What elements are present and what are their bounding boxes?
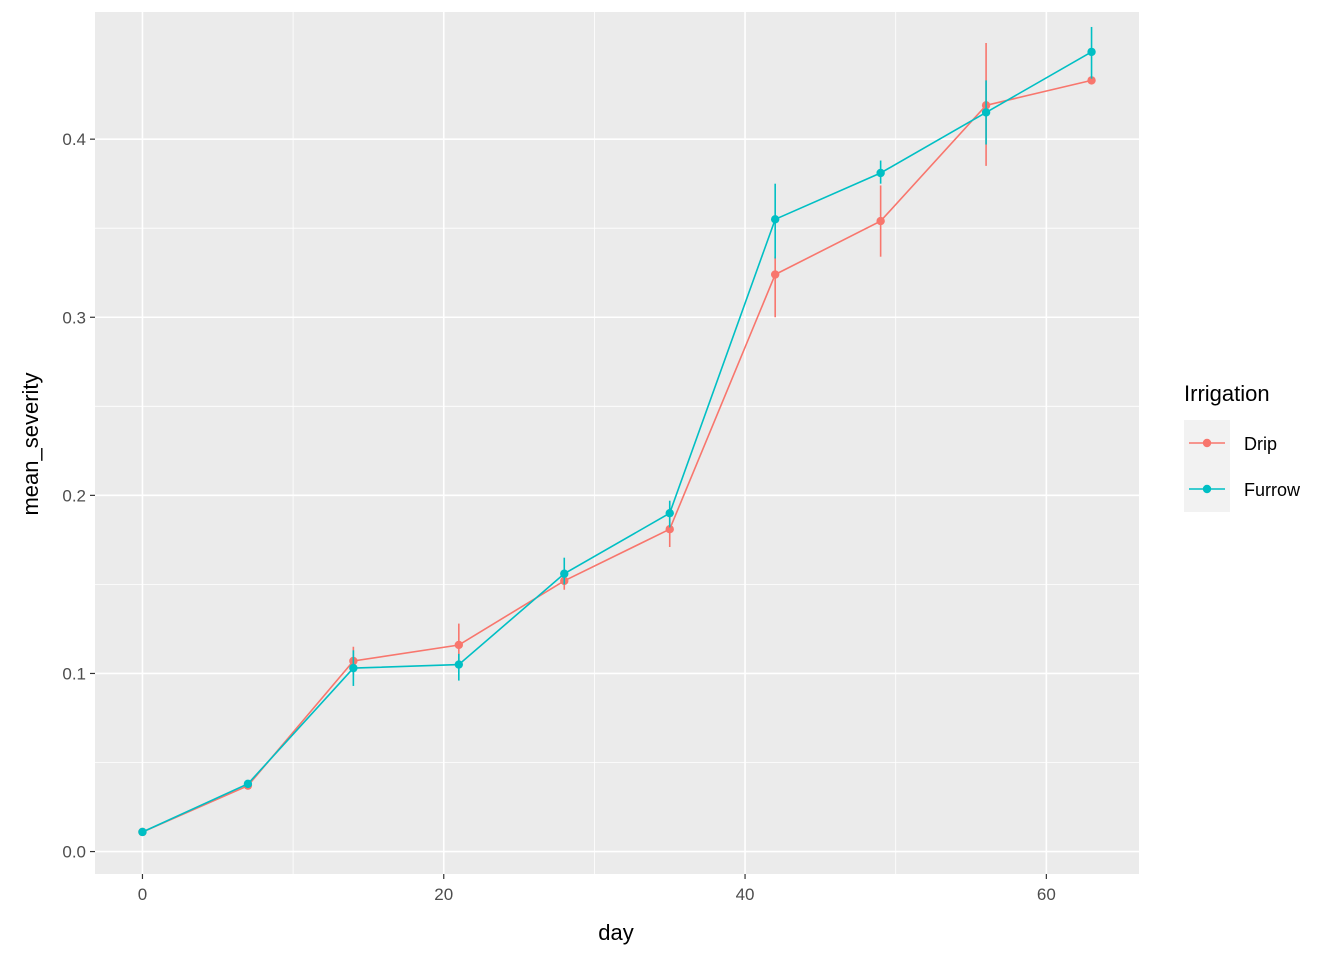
furrow-point — [1087, 47, 1096, 57]
legend-title: Irrigation — [1184, 381, 1270, 406]
legend: Irrigation Drip Furrow — [1184, 381, 1301, 512]
furrow-line — [142, 51, 1092, 833]
drip-point — [665, 525, 674, 534]
furrow-point — [349, 663, 358, 673]
furrow-point — [560, 569, 569, 578]
furrow-point — [243, 779, 253, 789]
series-drip — [138, 42, 1096, 837]
x-tick-label: 60 — [1037, 885, 1056, 904]
drip-line — [142, 79, 1092, 833]
y-tick-label: 0.0 — [62, 843, 86, 862]
legend-label-drip: Drip — [1244, 434, 1277, 454]
drip-point — [1087, 76, 1096, 85]
drip-point — [454, 640, 464, 650]
furrow-point — [981, 108, 991, 117]
x-axis-title: day — [598, 920, 633, 945]
furrow-point — [454, 660, 464, 669]
y-tick-label: 0.4 — [62, 130, 86, 149]
legend-label-furrow: Furrow — [1244, 480, 1301, 500]
x-tick-label: 40 — [736, 885, 755, 904]
x-axis: 0 20 40 60 — [138, 874, 1056, 904]
minor-gridlines — [95, 12, 1139, 874]
y-tick-label: 0.1 — [62, 664, 86, 683]
legend-key-furrow: Furrow — [1184, 466, 1301, 512]
legend-key-point — [1202, 438, 1212, 448]
x-tick-label: 0 — [138, 885, 147, 904]
series-layer — [138, 26, 1096, 837]
drip-point — [876, 216, 885, 226]
furrow-point — [138, 827, 147, 837]
legend-key-drip: Drip — [1184, 420, 1277, 466]
furrow-point — [770, 215, 780, 224]
furrow-point — [876, 168, 885, 178]
plot-panel — [95, 12, 1139, 874]
y-tick-label: 0.2 — [62, 486, 86, 505]
drip-point — [770, 270, 780, 279]
y-axis-title: mean_severity — [18, 372, 43, 515]
major-gridlines — [95, 12, 1139, 874]
furrow-point — [665, 508, 674, 518]
legend-keys: Drip Furrow — [1184, 420, 1301, 512]
y-tick-label: 0.3 — [62, 308, 86, 327]
series-furrow — [138, 26, 1096, 837]
legend-key-point — [1202, 484, 1212, 494]
x-tick-label: 20 — [434, 885, 453, 904]
y-axis: 0.0 0.1 0.2 0.3 0.4 — [62, 130, 95, 862]
